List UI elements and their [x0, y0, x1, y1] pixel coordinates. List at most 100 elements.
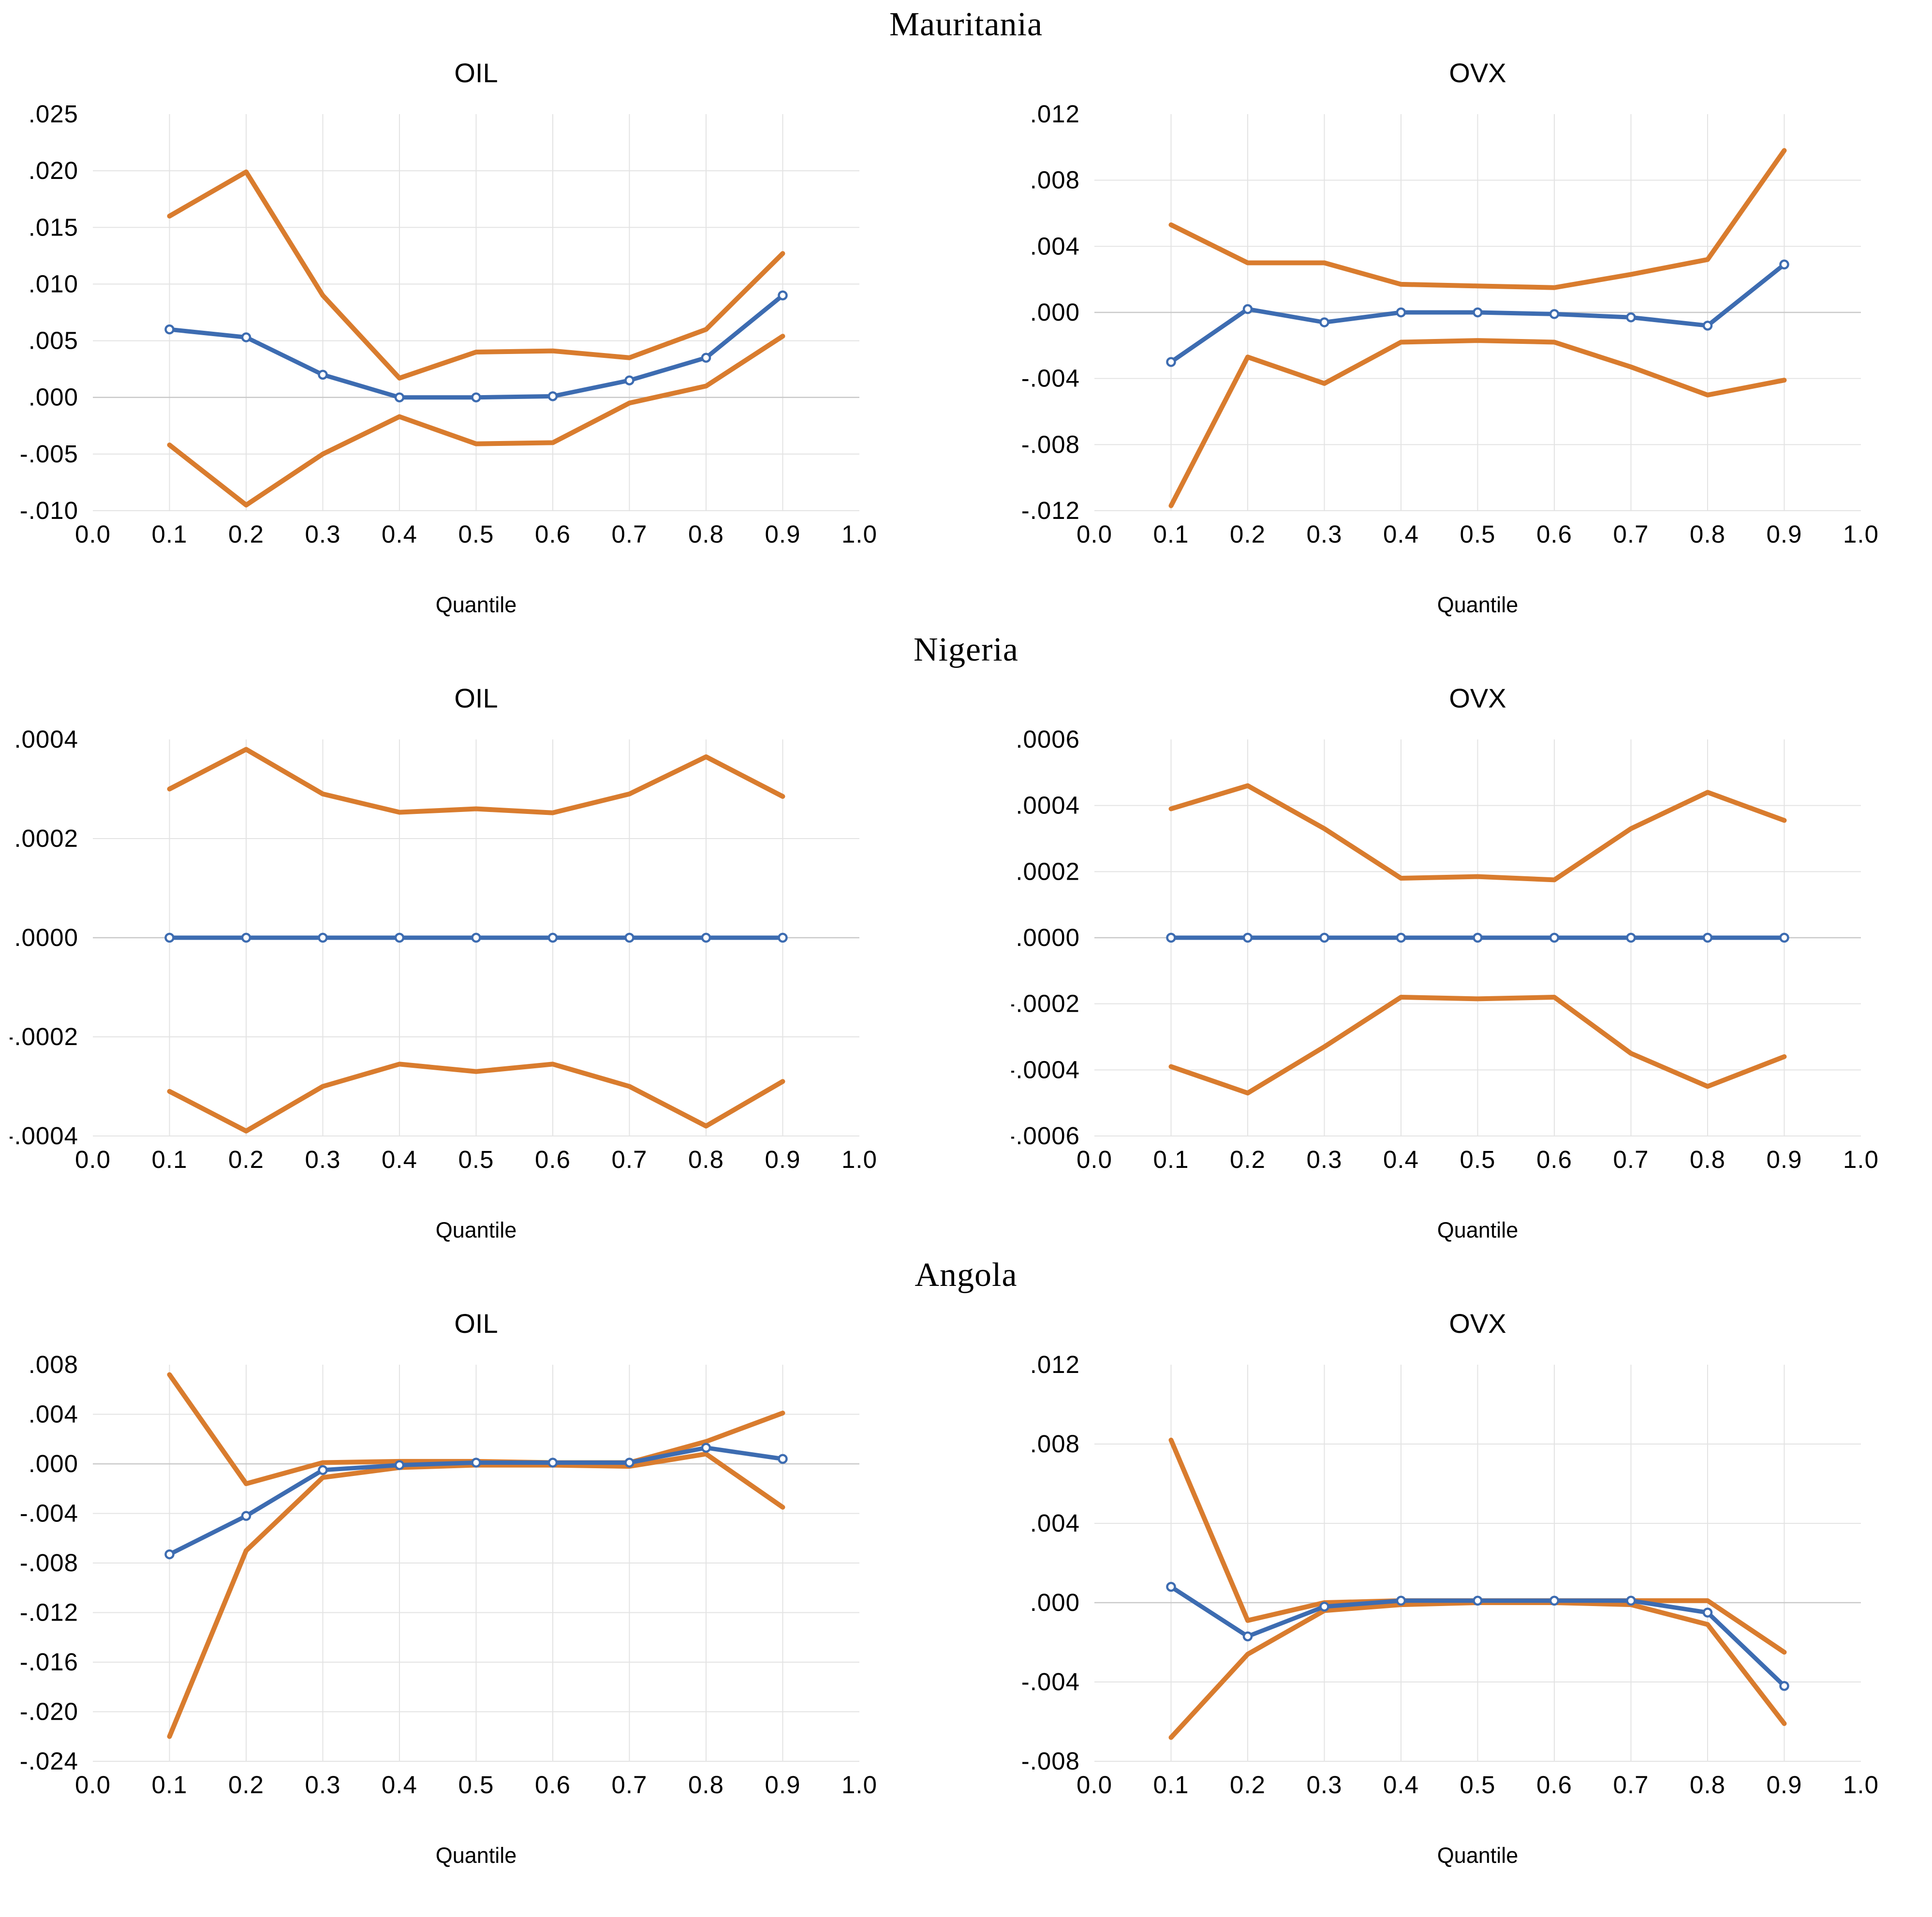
x-tick-label: 0.9	[1767, 1771, 1802, 1799]
estimate-marker	[1549, 932, 1560, 943]
estimate-marker	[1319, 317, 1329, 327]
x-tick-label: 0.5	[458, 520, 494, 548]
y-tick-label: -.0002	[10, 1023, 78, 1050]
estimate-marker	[318, 369, 328, 380]
estimate-marker	[471, 1458, 481, 1468]
x-tick-label: 1.0	[841, 1771, 877, 1799]
estimate-marker	[701, 1443, 711, 1453]
x-tick-label: 0.6	[535, 1146, 571, 1173]
x-tick-label: 0.2	[228, 1146, 264, 1173]
chart-title: OIL	[454, 58, 498, 88]
estimate-marker	[624, 932, 634, 943]
y-tick-label: -.008	[20, 1549, 78, 1577]
chart-title: OIL	[454, 1308, 498, 1339]
charts-row-mauritania: OIL .025.020.015.010.005.000 -.005 -.010 0.0…	[0, 47, 1932, 625]
y-tick-label: .004	[1030, 1509, 1080, 1537]
estimate-marker	[778, 290, 788, 301]
estimate-marker	[394, 392, 405, 402]
y-tick-label: -.004	[1021, 1668, 1080, 1696]
estimate-marker	[241, 1511, 251, 1521]
x-tick-label: 0.1	[1153, 520, 1189, 548]
y-tick-label: .025	[29, 100, 78, 128]
x-tick-label: 0.8	[1690, 1146, 1726, 1173]
x-tick-label: 0.4	[1383, 1146, 1419, 1173]
x-tick-label: 0.6	[1536, 1771, 1572, 1799]
estimate-marker	[1549, 1595, 1560, 1606]
estimate-marker	[1166, 932, 1176, 943]
y-tick-label: .0002	[1016, 857, 1080, 885]
estimate-marker	[1396, 932, 1406, 943]
x-tick-label: 0.2	[228, 520, 264, 548]
x-axis-title: Quantile	[1437, 1843, 1519, 1868]
estimate-marker	[624, 1458, 634, 1468]
y-tick-label: .008	[29, 1351, 78, 1378]
x-axis-title: Quantile	[1437, 1218, 1519, 1242]
x-tick-label: 0.7	[612, 520, 648, 548]
x-tick-label: 0.3	[305, 520, 341, 548]
x-tick-label: 0.3	[1307, 1146, 1342, 1173]
estimate-marker	[1473, 1595, 1483, 1606]
estimate-marker	[241, 332, 251, 342]
estimate-marker	[394, 932, 405, 943]
y-tick-label: -.008	[1021, 430, 1080, 458]
y-tick-label: .000	[1030, 298, 1080, 326]
x-tick-label: 0.6	[535, 1771, 571, 1799]
x-tick-label: 0.4	[382, 1771, 417, 1799]
estimate-marker	[1242, 1631, 1253, 1641]
x-tick-label: 0.2	[228, 1771, 264, 1799]
y-tick-label: -.005	[20, 440, 78, 468]
y-tick-label: -.0002	[1011, 990, 1080, 1017]
y-tick-label: .004	[1030, 232, 1080, 260]
x-tick-label: 0.9	[765, 1146, 801, 1173]
x-tick-label: 0.7	[612, 1146, 648, 1173]
x-tick-label: 1.0	[841, 520, 877, 548]
y-tick-label: -.0004	[1011, 1056, 1080, 1083]
x-tick-label: 0.2	[1230, 520, 1266, 548]
y-tick-label: -.0004	[10, 1122, 78, 1150]
chart-canvas-mauritania-oil: OIL .025 .020 .015 .010 .005 .000 -.005 -.0100.0…	[20, 58, 877, 617]
estimate-marker	[1549, 309, 1560, 319]
x-axis-title: Quantile	[436, 1843, 517, 1868]
x-tick-label: 0.7	[612, 1771, 648, 1799]
x-tick-label: 0.3	[305, 1146, 341, 1173]
x-tick-label: 0.8	[688, 520, 724, 548]
estimate-marker	[241, 932, 251, 943]
x-axis-title: Quantile	[1437, 592, 1519, 617]
estimate-marker	[547, 932, 558, 943]
estimate-marker	[394, 1460, 405, 1470]
x-tick-label: 1.0	[1843, 520, 1879, 548]
x-tick-label: 0.1	[1153, 1771, 1189, 1799]
estimate-marker	[624, 375, 634, 385]
estimate-marker	[547, 1458, 558, 1468]
section-nigeria: Nigeria OIL .0004.0002.0000 -.0002 -.0004 0.…	[0, 625, 1932, 1251]
chart-mauritania-ovx: OVX .012 .008 .004 .000 -.004 -.008 -.012 0.0 0.1…	[1011, 47, 1925, 625]
y-tick-label: .008	[1030, 1430, 1080, 1458]
quantile-regression-figure: Mauritania OIL .025 .020 .015 .010 .005 .000 -.…	[0, 6, 1932, 1876]
y-tick-label: .012	[1030, 100, 1080, 128]
estimate-marker	[471, 392, 481, 402]
x-tick-label: 0.2	[1230, 1771, 1266, 1799]
chart-title: OVX	[1449, 1308, 1506, 1339]
estimate-marker	[1626, 932, 1636, 943]
x-tick-label: 0.8	[1690, 520, 1726, 548]
y-tick-label: -.0006	[1011, 1122, 1080, 1150]
estimate-marker	[1242, 932, 1253, 943]
x-tick-label: 0.0	[75, 1146, 111, 1173]
y-tick-label: -.004	[20, 1500, 78, 1527]
lower-confidence-line	[1168, 338, 1787, 508]
y-tick-label: -.020	[20, 1698, 78, 1725]
estimate-marker	[547, 391, 558, 401]
x-tick-label: 0.8	[1690, 1771, 1726, 1799]
charts-row-angola: OIL .008 .004 .000 -.004 -.008 -.012 -.016 -.020…	[0, 1298, 1932, 1876]
y-tick-label: -.010	[20, 497, 78, 524]
estimate-marker	[1473, 932, 1483, 943]
y-tick-label: -.024	[20, 1747, 78, 1775]
y-tick-label: .0000	[14, 924, 78, 951]
x-tick-label: 0.9	[1767, 1146, 1802, 1173]
country-title-angola: Angola	[914, 1256, 1018, 1294]
x-tick-label: 0.4	[382, 1146, 417, 1173]
estimate-marker	[1626, 1595, 1636, 1606]
y-tick-label: -.012	[1021, 497, 1080, 524]
lower-confidence-line	[167, 1062, 785, 1134]
